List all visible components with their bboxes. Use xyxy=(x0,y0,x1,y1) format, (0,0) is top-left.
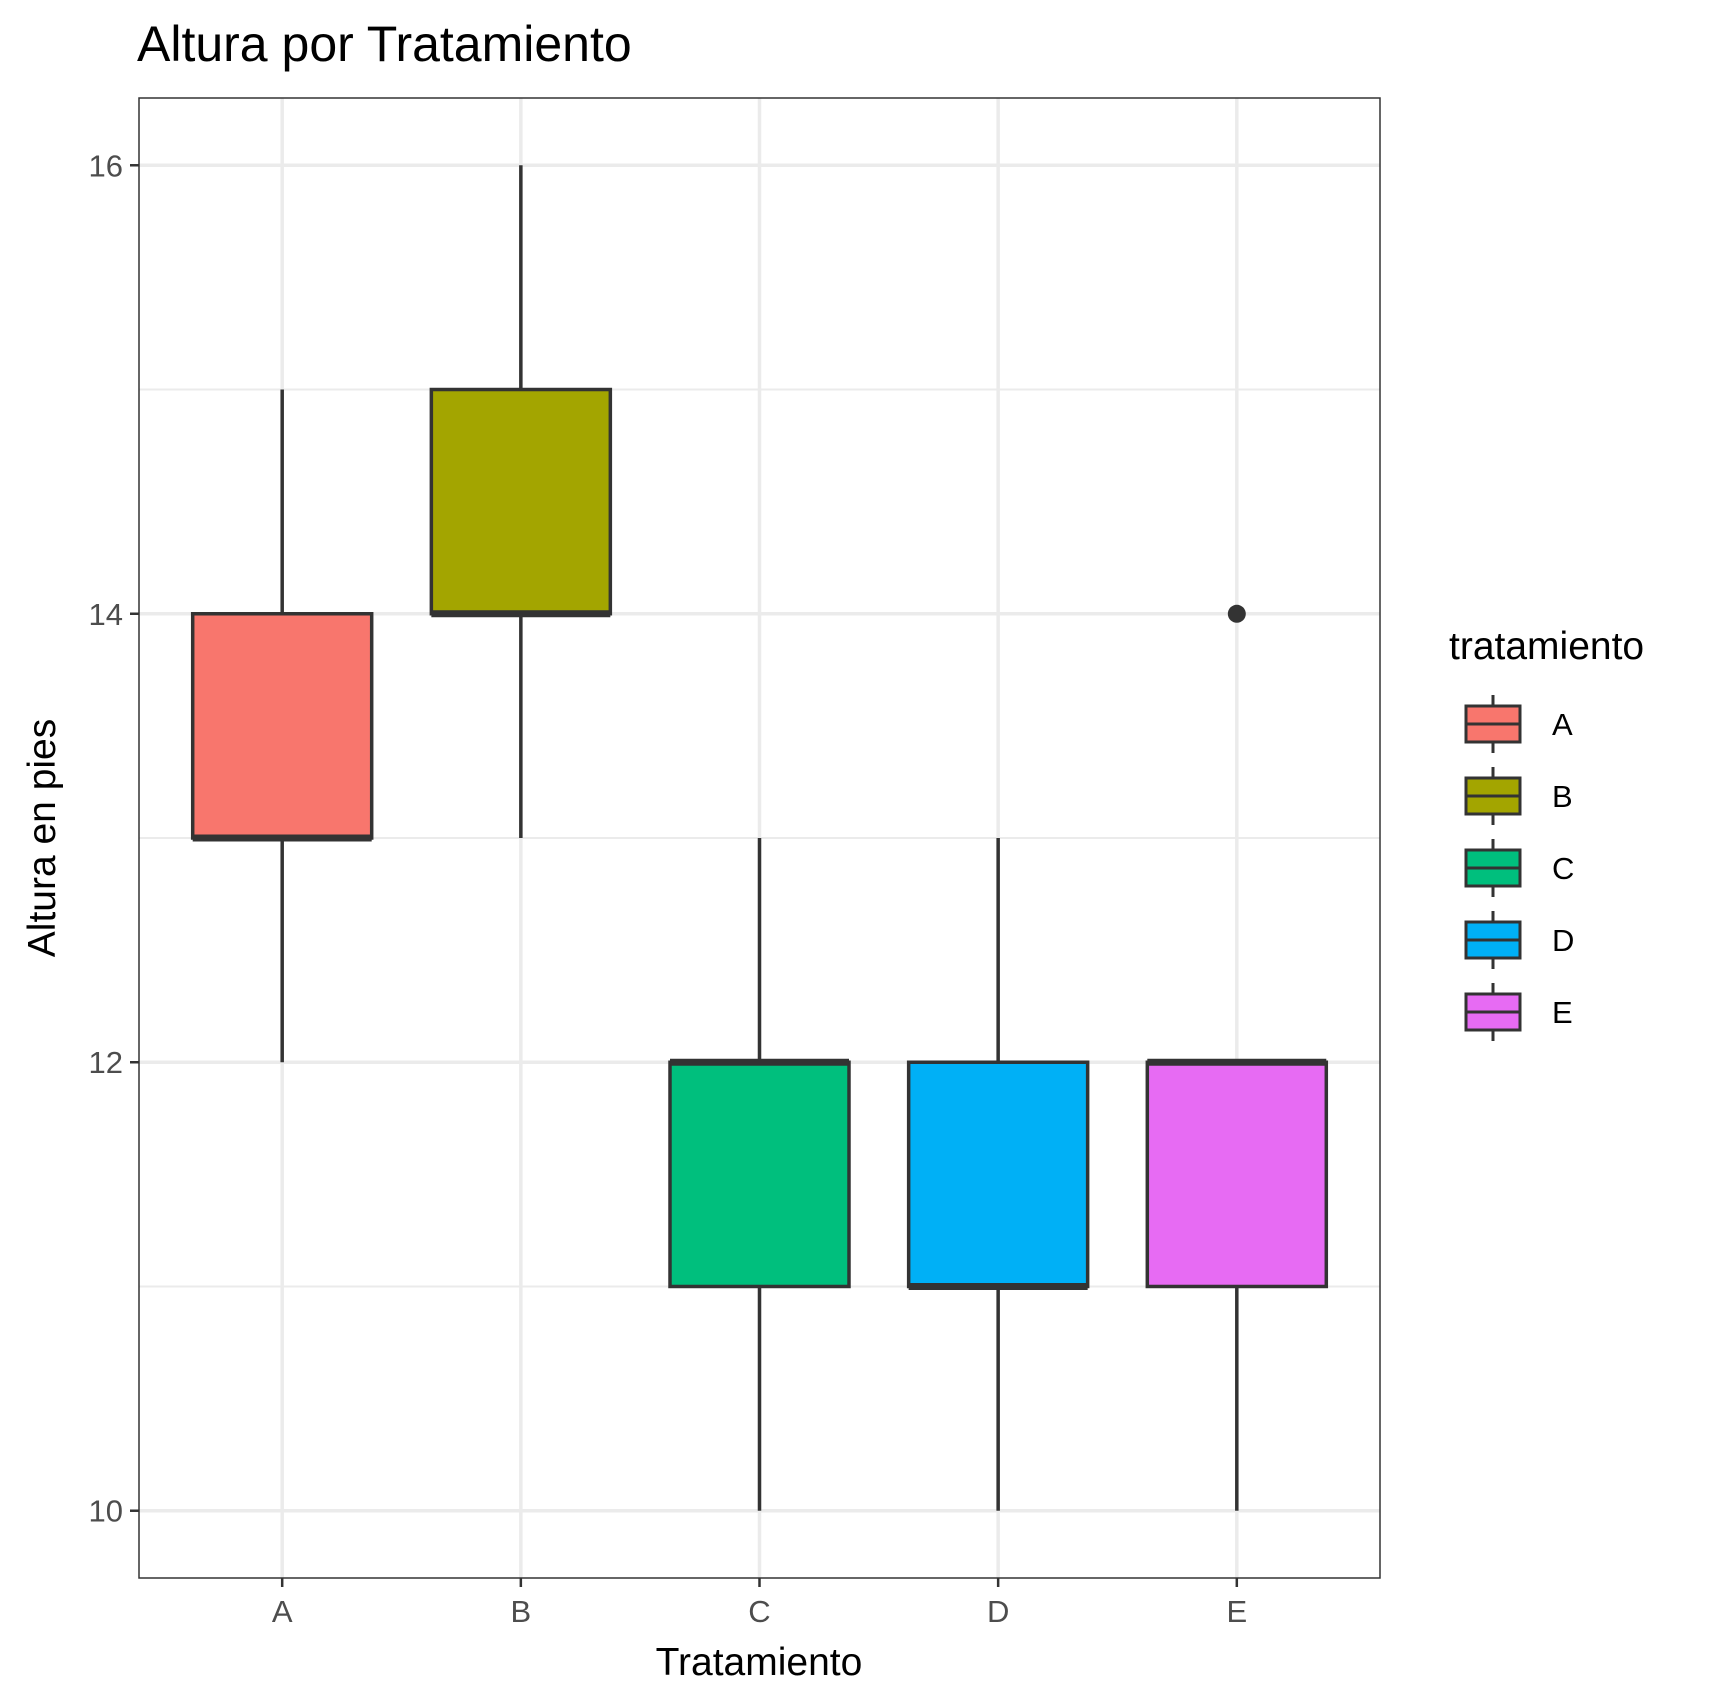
legend: tratamiento A B C D E xyxy=(1449,625,1644,1041)
y-tick-label: 16 xyxy=(89,148,123,183)
legend-title: tratamiento xyxy=(1449,625,1644,668)
legend-label: A xyxy=(1552,707,1573,742)
legend-label: C xyxy=(1552,851,1574,886)
legend-label: D xyxy=(1552,923,1574,958)
axes: 10 12 14 16 A B C D E xyxy=(89,148,1248,1629)
y-axis-title: Altura en pies xyxy=(21,719,64,957)
x-tick-label: A xyxy=(272,1594,293,1629)
x-tick-label: C xyxy=(748,1594,770,1629)
legend-label: B xyxy=(1552,779,1573,814)
box xyxy=(668,1060,851,1289)
box xyxy=(190,612,374,840)
x-axis-title: Tratamiento xyxy=(656,1641,863,1684)
box xyxy=(429,387,613,616)
x-tick-label: E xyxy=(1226,1594,1247,1629)
whiskers xyxy=(280,165,1239,1511)
box xyxy=(1145,1060,1329,1289)
outliers xyxy=(1227,604,1246,623)
box xyxy=(906,1060,1090,1289)
chart-title: Altura por Tratamiento xyxy=(137,16,632,72)
x-tick-label: D xyxy=(987,1594,1009,1629)
outlier-point xyxy=(1227,604,1246,623)
y-tick-label: 12 xyxy=(89,1045,123,1080)
y-tick-label: 10 xyxy=(89,1494,123,1529)
y-tick-label: 14 xyxy=(89,597,123,632)
legend-label: E xyxy=(1552,995,1573,1030)
x-tick-label: B xyxy=(511,1594,532,1629)
boxes xyxy=(190,387,1329,1290)
